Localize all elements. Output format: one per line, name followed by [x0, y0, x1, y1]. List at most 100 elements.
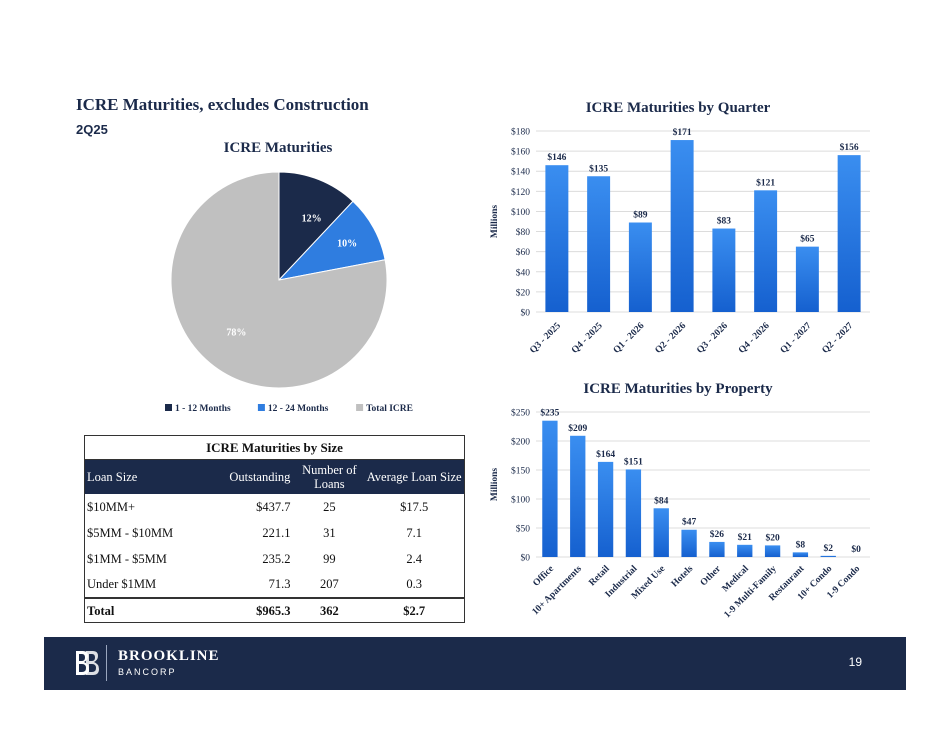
cell-total-count: 362 [294, 597, 365, 624]
chart-title: ICRE Maturities by Quarter [586, 100, 771, 116]
page-subtitle: 2Q25 [76, 122, 108, 137]
bar-data-label: $47 [682, 517, 697, 528]
maturities-by-size-table: ICRE Maturities by Size Loan Size Outsta… [84, 435, 465, 624]
bar-data-label: $151 [624, 456, 643, 467]
table-header-row: Loan Size Outstanding Number of Loans Av… [85, 460, 464, 494]
pie-slice-label: 78% [226, 328, 246, 339]
bar-data-label: $146 [547, 152, 566, 163]
cell-loan-size: $5MM - $10MM [87, 525, 174, 540]
bar [820, 555, 836, 557]
legend-label: 12 - 24 Months [268, 404, 329, 414]
table-row: $5MM - $10MM 221.1 31 7.1 [85, 520, 464, 546]
page-title: ICRE Maturities, excludes Construction [76, 95, 369, 114]
x-tick-label: Q2 - 2027 [821, 321, 856, 356]
x-tick-label: Q3 - 2025 [528, 321, 563, 356]
y-tick-label: $0 [521, 308, 531, 319]
cell-count: 207 [319, 577, 339, 591]
cell-outstanding: 235.2 [262, 551, 291, 566]
pie-slice [278, 171, 354, 282]
logo-divider [106, 645, 107, 681]
brand-name: BROOKLINE [118, 648, 220, 664]
y-tick-label: $150 [511, 466, 530, 477]
footer-bar: BROOKLINE BANCORP 19 [44, 637, 906, 690]
cell-loan-size: $1MM - $5MM [87, 551, 167, 566]
col-loan-size: Loan Size [87, 470, 138, 484]
bar [653, 508, 669, 557]
y-tick-label: $200 [511, 437, 530, 448]
x-tick-label: Q1 - 2027 [779, 321, 814, 356]
bar [570, 435, 586, 557]
bar [597, 461, 614, 557]
y-tick-label: $180 [511, 127, 530, 138]
y-tick-label: $20 [516, 287, 531, 298]
cell-outstanding: $437.7 [256, 499, 291, 514]
col-number-of-loans: Number of Loans [302, 463, 357, 491]
quarter-bar-chart: ICRE Maturities by Quarter $0 $20 $40 $60 $80… [490, 100, 870, 356]
bar [764, 545, 781, 557]
bar [625, 469, 642, 557]
table-title: ICRE Maturities by Size [85, 436, 464, 460]
bar [670, 140, 694, 312]
cell-average: $17.5 [400, 499, 429, 514]
bar-data-label: $89 [633, 210, 648, 221]
y-tick-label: $100 [511, 495, 530, 506]
x-tick-label: Retail [587, 564, 611, 588]
bar [837, 155, 861, 312]
cell-outstanding: 71.3 [268, 577, 291, 591]
bar-data-label: $209 [568, 423, 587, 434]
x-tick-label: Other [699, 564, 724, 589]
y-axis-label: Millions [490, 205, 500, 239]
pie-slice [170, 171, 388, 389]
bar-data-label: $164 [596, 449, 615, 460]
cell-count: 25 [323, 499, 336, 514]
bar-data-label: $83 [717, 216, 732, 227]
x-tick-label: Q1 - 2026 [612, 321, 647, 356]
bar-data-label: $84 [654, 495, 669, 506]
brand-subname: BANCORP [118, 667, 177, 677]
bar-data-label: $8 [796, 539, 806, 550]
table-total-row: Total $965.3 362 $2.7 [85, 597, 464, 624]
size-table-grid: Loan Size Outstanding Number of Loans Av… [85, 460, 464, 624]
bar [795, 246, 819, 312]
bar-data-label: $2 [824, 543, 834, 554]
table-row: $10MM+ $437.7 25 $17.5 [85, 494, 464, 520]
y-tick-label: $250 [511, 408, 530, 419]
cell-loan-size: $10MM+ [87, 499, 136, 514]
bar-data-label: $171 [673, 127, 692, 138]
y-tick-label: $100 [511, 207, 530, 218]
legend-label: Total ICRE [366, 404, 413, 414]
y-tick-label: $50 [516, 524, 531, 535]
x-tick-label: 10+ Apartments [531, 564, 584, 617]
pie-title: ICRE Maturities [224, 140, 333, 156]
y-tick-label: $140 [511, 167, 530, 178]
cell-count: 31 [323, 525, 336, 540]
cell-total-label: Total [85, 597, 200, 624]
bar-data-label: $156 [840, 142, 859, 153]
chart-title: ICRE Maturities by Property [583, 381, 773, 397]
x-tick-label: Q2 - 2026 [654, 321, 689, 356]
bar-data-label: $121 [756, 177, 775, 188]
legend-swatch [257, 404, 265, 411]
bar-data-label: $235 [540, 408, 559, 419]
bar [545, 165, 569, 312]
brookline-logo-icon [76, 651, 99, 675]
x-tick-label: Office [531, 564, 556, 589]
legend-swatch [165, 404, 172, 411]
y-tick-label: $60 [516, 247, 531, 258]
cell-outstanding: 221.1 [262, 525, 291, 540]
bar [754, 190, 778, 312]
cell-loan-size: Under $1MM [87, 577, 157, 591]
page-number: 19 [848, 655, 862, 669]
cell-average: 0.3 [406, 577, 422, 591]
legend-swatch [356, 404, 364, 411]
y-axis-label: Millions [490, 468, 500, 502]
bar [681, 529, 697, 557]
bar-data-label: $65 [800, 234, 815, 245]
y-tick-label: $160 [511, 147, 530, 158]
pie-slice-label: 12% [302, 214, 322, 225]
pie-chart: ICRE Maturities 12% 10% 78% 1 - 12 Months 12 … [165, 140, 413, 414]
cell-total-outstanding: $965.3 [199, 597, 295, 624]
bar [587, 176, 611, 312]
bar [792, 552, 809, 557]
legend-label: 1 - 12 Months [175, 404, 231, 414]
